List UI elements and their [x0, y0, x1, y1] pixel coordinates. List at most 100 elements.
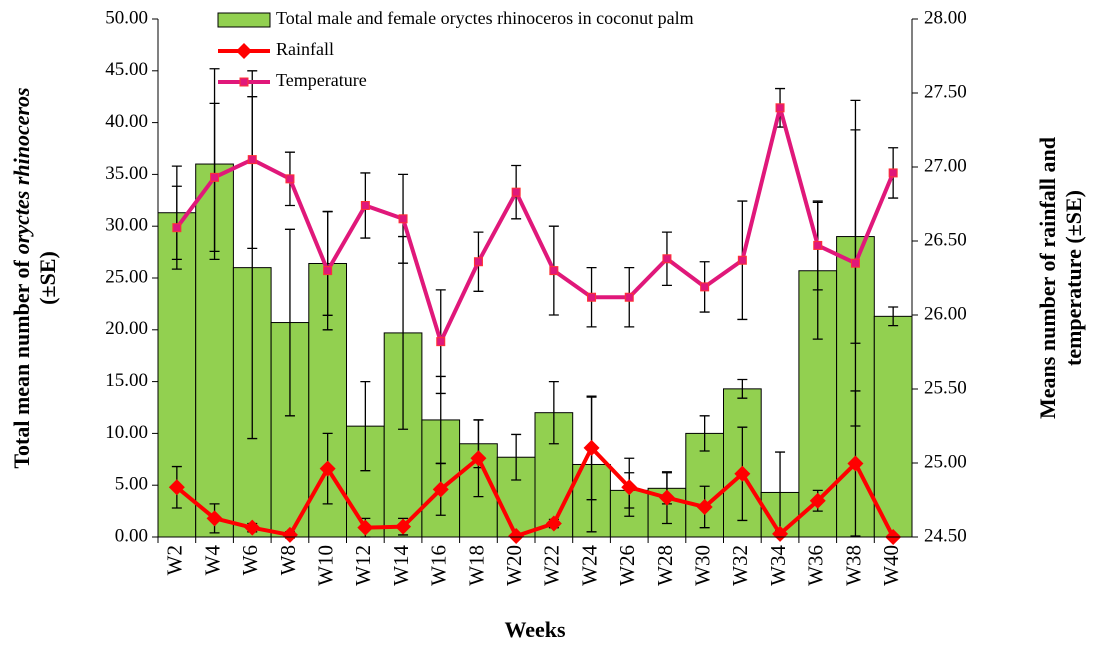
point: [206, 510, 223, 527]
point: [473, 257, 483, 267]
point: [511, 187, 521, 197]
point: [700, 282, 710, 292]
x-tick-label: W36: [804, 545, 828, 586]
x-tick-label: W24: [577, 545, 601, 586]
y-axis-title-part: oryctes rhinoceros: [9, 87, 34, 254]
y2-axis-title-part: temperature (±SE): [1061, 190, 1086, 366]
error-bar: [548, 380, 559, 445]
legend-label: Temperature: [276, 70, 367, 90]
y2-axis-title: Means number of rainfall andtemperature …: [1035, 137, 1086, 419]
error-bar: [511, 433, 522, 481]
point: [244, 519, 261, 536]
point: [734, 465, 751, 482]
error-bar: [888, 306, 899, 327]
y2-tick-label: 28.00: [924, 7, 967, 28]
legend-label: Rainfall: [276, 39, 334, 59]
x-tick-label: W26: [615, 545, 639, 586]
y-tick-label: 5.00: [115, 474, 148, 495]
point: [470, 450, 487, 467]
y-tick-label: 40.00: [105, 111, 148, 132]
point: [357, 519, 374, 536]
y-axis-title-part: (±SE): [35, 251, 60, 305]
line: [175, 445, 895, 538]
point: [508, 527, 525, 544]
point: [168, 479, 185, 496]
x-tick-label: W22: [540, 545, 564, 586]
y2-axis-title-part: Means number of rainfall and: [1035, 137, 1060, 419]
point: [545, 515, 562, 532]
point: [549, 266, 559, 276]
point: [210, 172, 220, 182]
point: [775, 103, 785, 113]
legend-label: Total male and female oryctes rhinoceros…: [276, 8, 694, 28]
x-tick-label: W12: [351, 545, 375, 586]
y-tick-label: 30.00: [105, 215, 148, 236]
y2-tick-label: 27.50: [924, 81, 967, 102]
point: [587, 292, 597, 302]
x-tick-label: W6: [238, 545, 262, 575]
x-tick-label: W32: [728, 545, 752, 586]
x-axis-title: Weeks: [504, 617, 566, 642]
point: [850, 258, 860, 268]
y-tick-label: 45.00: [105, 59, 148, 80]
y-tick-label: 15.00: [105, 370, 148, 391]
x-tick-label: W40: [879, 545, 903, 586]
legend-swatch: [217, 12, 271, 28]
y2-tick-label: 25.50: [924, 377, 967, 398]
x-tick-label: W34: [766, 545, 790, 586]
point: [583, 439, 600, 456]
point: [360, 200, 370, 210]
error-bar: [284, 228, 295, 417]
point: [398, 214, 408, 224]
point: [319, 460, 336, 477]
point: [281, 526, 298, 543]
line: [175, 105, 895, 344]
point: [658, 489, 675, 506]
x-tick-label: W18: [464, 545, 488, 586]
y2-tick-label: 25.00: [924, 451, 967, 472]
point: [813, 240, 823, 250]
y-tick-label: 35.00: [105, 163, 148, 184]
error-bar: [360, 380, 371, 472]
y-tick-label: 0.00: [115, 525, 148, 546]
x-tick-label: W2: [163, 545, 187, 575]
point: [662, 254, 672, 264]
x-tick-label: W14: [389, 545, 413, 586]
point: [247, 155, 257, 165]
point: [847, 455, 864, 472]
point: [621, 479, 638, 496]
y-tick-label: 20.00: [105, 318, 148, 339]
y2-tick-label: 26.50: [924, 229, 967, 250]
x-tick-label: W10: [313, 545, 337, 586]
point: [772, 525, 789, 542]
point: [436, 337, 446, 347]
y-axis-title-part: Total mean number of: [9, 260, 34, 469]
y-tick-label: 10.00: [105, 422, 148, 443]
error-bar: [699, 415, 710, 452]
point: [696, 498, 713, 515]
point: [172, 223, 182, 233]
x-tick-label: W30: [690, 545, 714, 586]
y-tick-label: 50.00: [105, 7, 148, 28]
point: [285, 174, 295, 184]
bar: [873, 315, 913, 538]
legend-marker: [239, 77, 249, 87]
x-tick-label: W8: [276, 545, 300, 575]
y2-tick-label: 26.00: [924, 303, 967, 324]
point: [395, 518, 412, 535]
point: [888, 168, 898, 178]
point: [737, 255, 747, 265]
y-tick-label: 25.00: [105, 266, 148, 287]
y2-tick-label: 27.00: [924, 155, 967, 176]
x-tick-label: W20: [502, 545, 526, 586]
x-tick-label: W4: [200, 545, 224, 576]
point: [809, 492, 826, 509]
x-tick-label: W38: [841, 545, 865, 586]
x-tick-label: W28: [653, 545, 677, 586]
point: [432, 481, 449, 498]
point: [323, 266, 333, 276]
x-tick-label: W16: [427, 545, 451, 586]
y2-tick-label: 24.50: [924, 525, 967, 546]
